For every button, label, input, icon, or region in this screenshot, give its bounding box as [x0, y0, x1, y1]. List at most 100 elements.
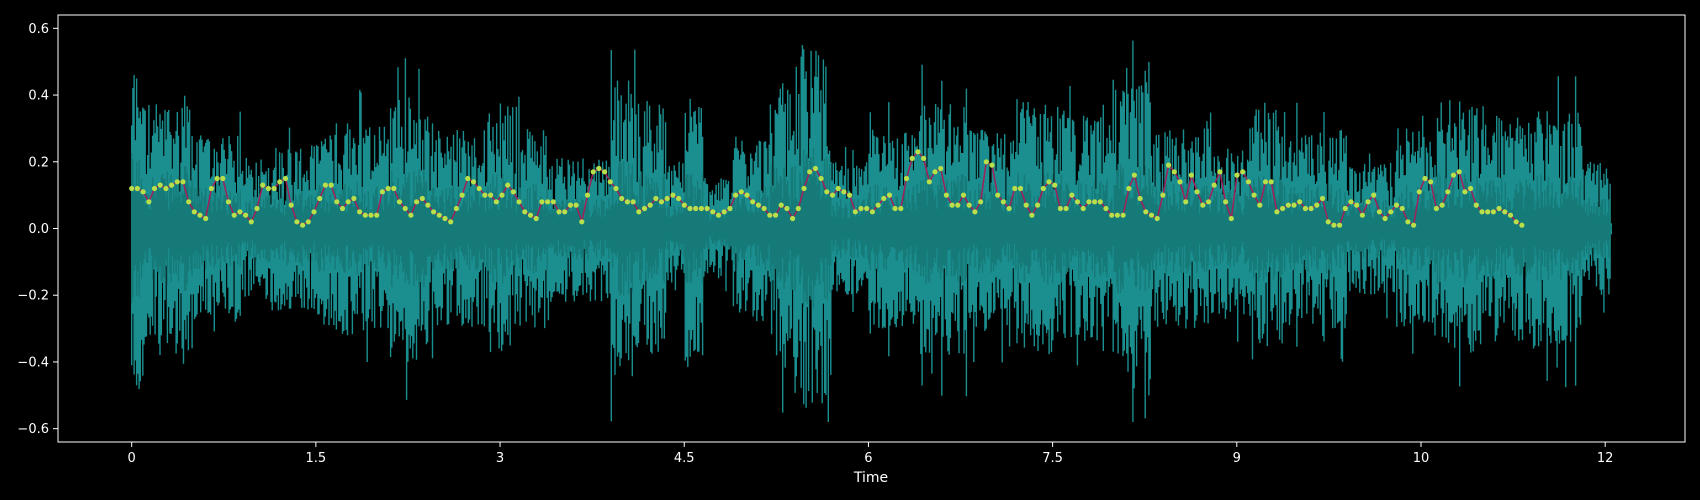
rms-point — [647, 202, 653, 208]
rms-point — [909, 155, 915, 161]
rms-point — [1314, 202, 1320, 208]
rms-point — [938, 165, 944, 172]
rms-point — [784, 205, 790, 212]
rms-point — [653, 195, 659, 202]
rms-point — [1428, 179, 1434, 185]
rms-point — [425, 202, 431, 208]
rms-point — [1337, 222, 1343, 228]
rms-point — [818, 175, 824, 182]
rms-point — [738, 189, 744, 195]
rms-point — [453, 205, 459, 212]
rms-point — [203, 215, 209, 222]
rms-point — [391, 185, 397, 192]
rms-point — [1200, 202, 1206, 208]
rms-point — [134, 185, 140, 192]
rms-point — [248, 219, 254, 225]
rms-point — [351, 195, 357, 202]
rms-point — [693, 205, 699, 212]
rms-point — [960, 192, 967, 198]
rms-point — [1052, 182, 1058, 188]
y-tick-label: 0.2 — [28, 155, 49, 170]
rms-point — [852, 209, 858, 215]
y-tick-label: 0.4 — [28, 89, 49, 104]
rms-point — [1177, 179, 1183, 185]
x-tick-label: 9 — [1233, 451, 1241, 466]
rms-point — [1376, 209, 1382, 215]
rms-point — [681, 202, 687, 208]
rms-point — [328, 182, 334, 188]
rms-point — [847, 192, 853, 198]
rms-point — [1023, 202, 1029, 208]
rms-point — [1302, 205, 1308, 212]
rms-point — [231, 212, 237, 218]
rms-point — [1359, 212, 1365, 218]
rms-point — [613, 185, 619, 192]
rms-point — [186, 199, 192, 205]
rms-point — [1416, 189, 1422, 195]
rms-point — [562, 209, 568, 215]
rms-point — [1126, 185, 1132, 192]
rms-point — [1473, 202, 1479, 208]
rms-point — [670, 192, 676, 198]
rms-point — [1308, 205, 1314, 212]
rms-point — [1285, 202, 1291, 208]
rms-point — [1006, 205, 1012, 212]
rms-point — [995, 192, 1001, 198]
rms-point — [442, 215, 448, 222]
rms-point — [1456, 169, 1462, 175]
rms-point — [431, 209, 437, 215]
rms-point — [607, 179, 613, 185]
rms-point — [277, 179, 283, 185]
rms-point — [932, 169, 938, 175]
rms-point — [282, 175, 289, 182]
rms-point — [704, 205, 710, 212]
x-tick-label: 7.5 — [1042, 451, 1063, 466]
rms-point — [602, 169, 608, 175]
rms-point — [1348, 199, 1354, 205]
rms-point — [1000, 199, 1007, 205]
x-axis: 0 1.5 3 4.5 6 7.5 9 10 12 — [128, 442, 1613, 466]
waveform-layer — [131, 40, 1612, 422]
rms-point — [596, 165, 602, 172]
rms-point — [710, 209, 716, 215]
rms-point — [1468, 185, 1474, 192]
rms-point — [1069, 192, 1075, 198]
rms-point — [755, 202, 762, 208]
rms-point — [892, 205, 898, 212]
rms-point — [1148, 212, 1155, 218]
rms-point — [1268, 179, 1274, 185]
rms-point — [1154, 215, 1160, 222]
rms-point — [516, 199, 522, 205]
rms-point — [761, 205, 767, 212]
rms-point — [1205, 199, 1212, 205]
rms-point — [448, 219, 454, 225]
rms-point — [1137, 195, 1143, 202]
rms-point — [396, 199, 403, 205]
rms-point — [317, 195, 323, 202]
rms-point — [1040, 185, 1046, 192]
rms-point — [966, 202, 972, 208]
x-tick-label: 1.5 — [306, 451, 327, 466]
rms-point — [972, 209, 978, 215]
rms-point — [339, 205, 346, 212]
rms-point — [146, 199, 152, 205]
rms-point — [886, 192, 893, 198]
rms-point — [1240, 169, 1246, 175]
rms-point — [1496, 205, 1502, 212]
rms-point — [801, 185, 807, 192]
rms-point — [807, 169, 813, 175]
rms-point — [1280, 205, 1286, 212]
rms-point — [288, 202, 294, 208]
rms-point — [368, 212, 374, 218]
x-tick-label: 3 — [496, 451, 504, 466]
rms-point — [864, 205, 870, 212]
rms-point — [676, 195, 682, 202]
rms-point — [163, 185, 169, 192]
rms-point — [881, 195, 887, 202]
rms-point — [539, 199, 545, 205]
rms-point — [1257, 202, 1263, 208]
rms-point — [1012, 185, 1018, 192]
rms-point — [499, 192, 505, 198]
rms-point — [1485, 209, 1491, 215]
rms-point — [1388, 209, 1394, 215]
